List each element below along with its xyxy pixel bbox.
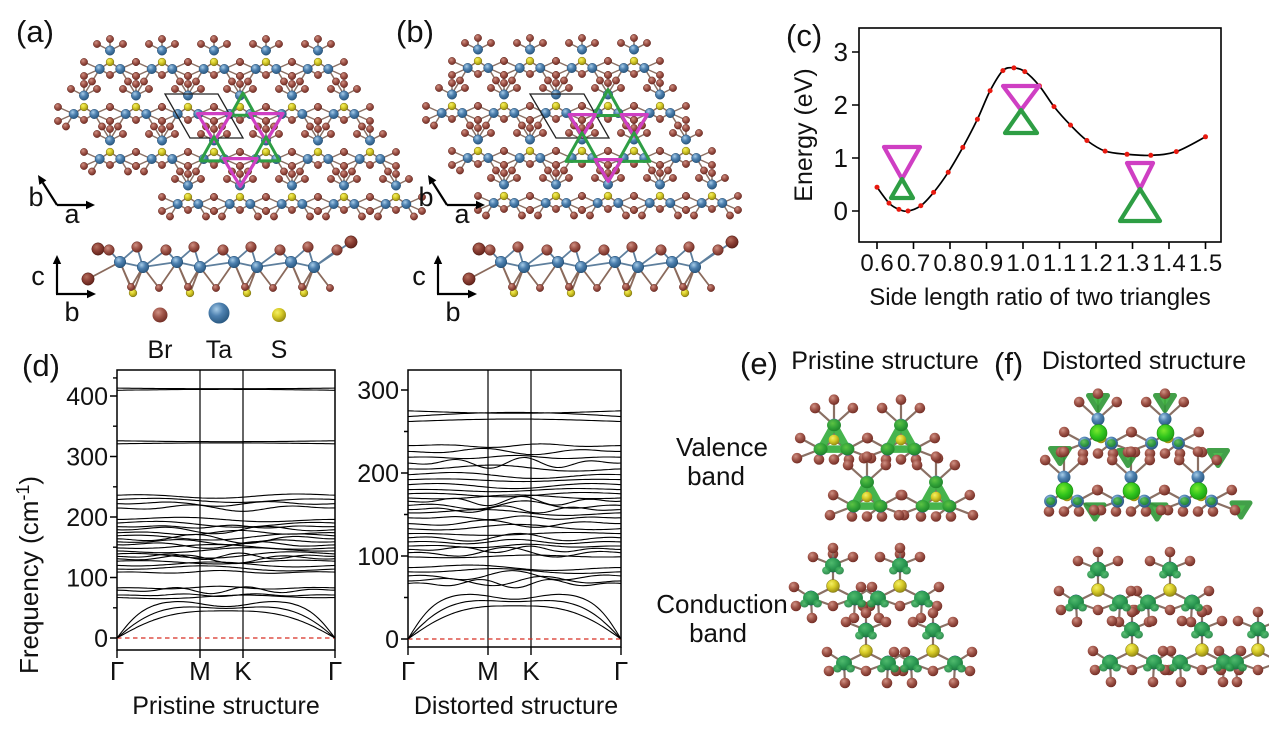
svg-text:0: 0: [834, 196, 848, 226]
svg-text:c: c: [31, 261, 45, 291]
svg-text:200: 200: [357, 460, 399, 488]
svg-text:b: b: [28, 182, 43, 212]
svg-text:200: 200: [66, 504, 108, 532]
svg-text:400: 400: [66, 383, 108, 411]
svg-text:Energy (eV): Energy (eV): [790, 68, 818, 201]
svg-text:b: b: [418, 182, 433, 212]
svg-text:1.3: 1.3: [1116, 250, 1149, 277]
svg-text:band: band: [689, 618, 747, 648]
svg-text:Γ: Γ: [110, 656, 124, 686]
svg-text:K: K: [522, 656, 540, 686]
svg-text:Distorted structure: Distorted structure: [1042, 347, 1246, 375]
svg-text:0.9: 0.9: [970, 250, 1003, 277]
svg-text:Conduction: Conduction: [656, 589, 788, 619]
svg-text:a: a: [454, 199, 470, 229]
svg-text:M: M: [477, 656, 499, 686]
svg-text:1.1: 1.1: [1043, 250, 1076, 277]
svg-text:(e): (e): [740, 346, 778, 381]
svg-text:3: 3: [834, 37, 848, 67]
svg-text:100: 100: [66, 565, 108, 593]
svg-text:1.5: 1.5: [1189, 250, 1222, 277]
svg-text:300: 300: [357, 377, 399, 405]
svg-text:Valence: Valence: [676, 432, 768, 462]
svg-text:1.2: 1.2: [1079, 250, 1112, 277]
svg-text:2: 2: [834, 90, 848, 120]
svg-text:0: 0: [94, 625, 108, 653]
svg-text:b: b: [64, 297, 79, 327]
svg-text:a: a: [64, 199, 80, 229]
svg-text:Distorted structure: Distorted structure: [414, 692, 618, 720]
svg-text:(d): (d): [22, 348, 60, 383]
svg-text:Frequency (cm-1): Frequency (cm-1): [13, 476, 44, 674]
svg-text:b: b: [445, 297, 460, 327]
svg-text:1.4: 1.4: [1152, 250, 1185, 277]
svg-text:Pristine structure: Pristine structure: [791, 347, 979, 375]
svg-text:M: M: [189, 656, 211, 686]
svg-text:0.8: 0.8: [933, 250, 966, 277]
svg-text:1: 1: [834, 143, 848, 173]
svg-text:(c): (c): [786, 18, 822, 53]
svg-text:Br: Br: [148, 336, 173, 364]
svg-text:(b): (b): [396, 14, 434, 49]
svg-text:0.7: 0.7: [897, 250, 930, 277]
svg-text:(a): (a): [16, 14, 54, 49]
svg-text:Pristine structure: Pristine structure: [132, 692, 320, 720]
svg-text:Γ: Γ: [614, 656, 628, 686]
svg-text:300: 300: [66, 444, 108, 472]
svg-text:Side length ratio of two trian: Side length ratio of two triangles: [869, 284, 1211, 311]
svg-text:band: band: [687, 461, 745, 491]
svg-text:K: K: [234, 656, 252, 686]
svg-text:Γ: Γ: [328, 656, 342, 686]
svg-text:Ta: Ta: [206, 336, 233, 364]
svg-text:c: c: [412, 261, 426, 291]
svg-text:Γ: Γ: [401, 656, 415, 686]
svg-text:100: 100: [357, 543, 399, 571]
svg-text:0: 0: [385, 626, 399, 654]
svg-text:1.0: 1.0: [1006, 250, 1039, 277]
svg-text:S: S: [271, 336, 288, 364]
svg-text:0.6: 0.6: [860, 250, 893, 277]
svg-text:(f): (f): [994, 346, 1023, 381]
